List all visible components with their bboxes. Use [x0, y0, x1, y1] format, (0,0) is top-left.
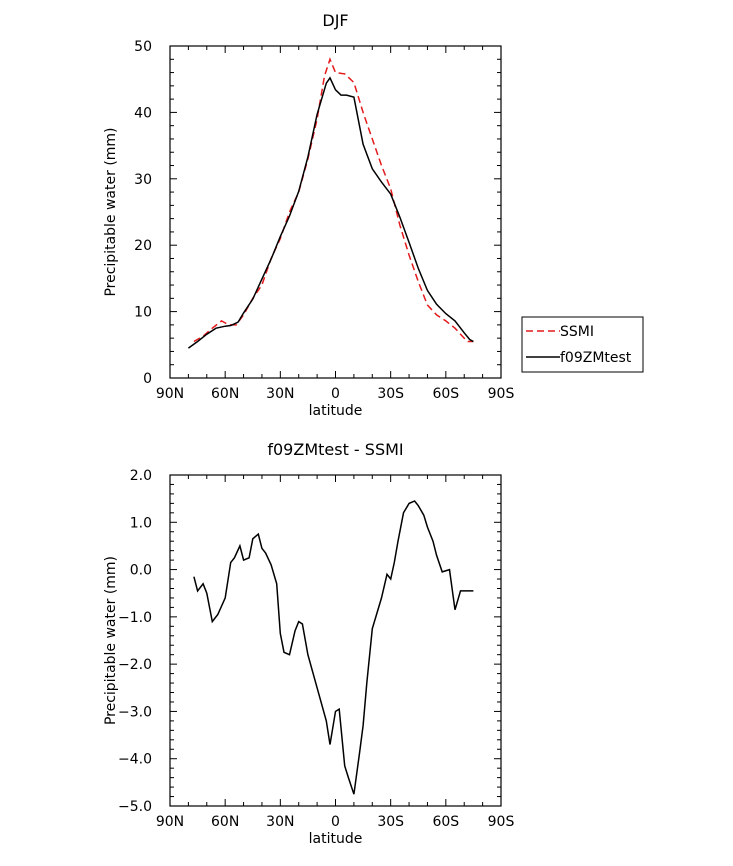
x-tick-label: 30S	[377, 386, 404, 402]
x-axis-label: latitude	[309, 831, 363, 847]
series-line-difference	[193, 500, 474, 795]
legend-label: f09ZMtest	[560, 350, 632, 366]
y-tick-label: 0	[143, 371, 152, 387]
y-tick-label: −1.0	[118, 610, 152, 626]
y-tick-label: 40	[134, 105, 152, 121]
y-tick-label: 30	[134, 172, 152, 188]
x-tick-label: 60N	[211, 814, 239, 830]
y-tick-label: 10	[134, 305, 152, 321]
x-axis-label: latitude	[309, 403, 363, 419]
y-axis-label: Precipitable water (mm)	[103, 556, 119, 725]
y-tick-label: −2.0	[118, 657, 152, 673]
x-tick-label: 90S	[488, 814, 515, 830]
y-tick-label: 1.0	[130, 515, 152, 531]
legend-box	[521, 316, 644, 373]
y-tick-label: 2.0	[130, 468, 152, 484]
x-tick-label: 30S	[377, 814, 404, 830]
legend-label: SSMI	[560, 324, 594, 340]
x-tick-label: 0	[331, 814, 340, 830]
y-axis-label: Precipitable water (mm)	[103, 127, 119, 296]
plot-frame	[169, 474, 502, 807]
x-tick-label: 90N	[156, 814, 184, 830]
x-tick-label: 60S	[432, 814, 459, 830]
x-tick-label: 30N	[266, 386, 294, 402]
chart-title: f09ZMtest - SSMI	[267, 440, 403, 459]
bottom-chart-panel: f09ZMtest - SSMI 90N 60N 30N 0 30S 60S 90S −5.0 −…	[103, 440, 514, 847]
x-tick-label: 0	[331, 386, 340, 402]
chart-title: DJF	[322, 11, 348, 30]
x-tick-label: 60N	[211, 386, 239, 402]
x-tick-label: 90S	[488, 386, 515, 402]
y-tick-label: −4.0	[118, 752, 152, 768]
y-tick-label: 50	[134, 39, 152, 55]
y-tick-label: −3.0	[118, 704, 152, 720]
top-chart-panel: DJF 90N 60N 30N 0 30S 60S 90S 0 10 20 30 40 50 latitud…	[103, 11, 644, 419]
plot-frame	[169, 45, 502, 379]
series-line-ssmi	[193, 57, 474, 343]
y-tick-label: 0.0	[130, 563, 152, 579]
x-tick-label: 30N	[266, 814, 294, 830]
series-line-f09zmtest	[187, 76, 474, 349]
x-tick-label: 60S	[432, 386, 459, 402]
x-tick-label: 90N	[156, 386, 184, 402]
y-tick-label: −5.0	[118, 799, 152, 815]
y-tick-label: 20	[134, 238, 152, 254]
